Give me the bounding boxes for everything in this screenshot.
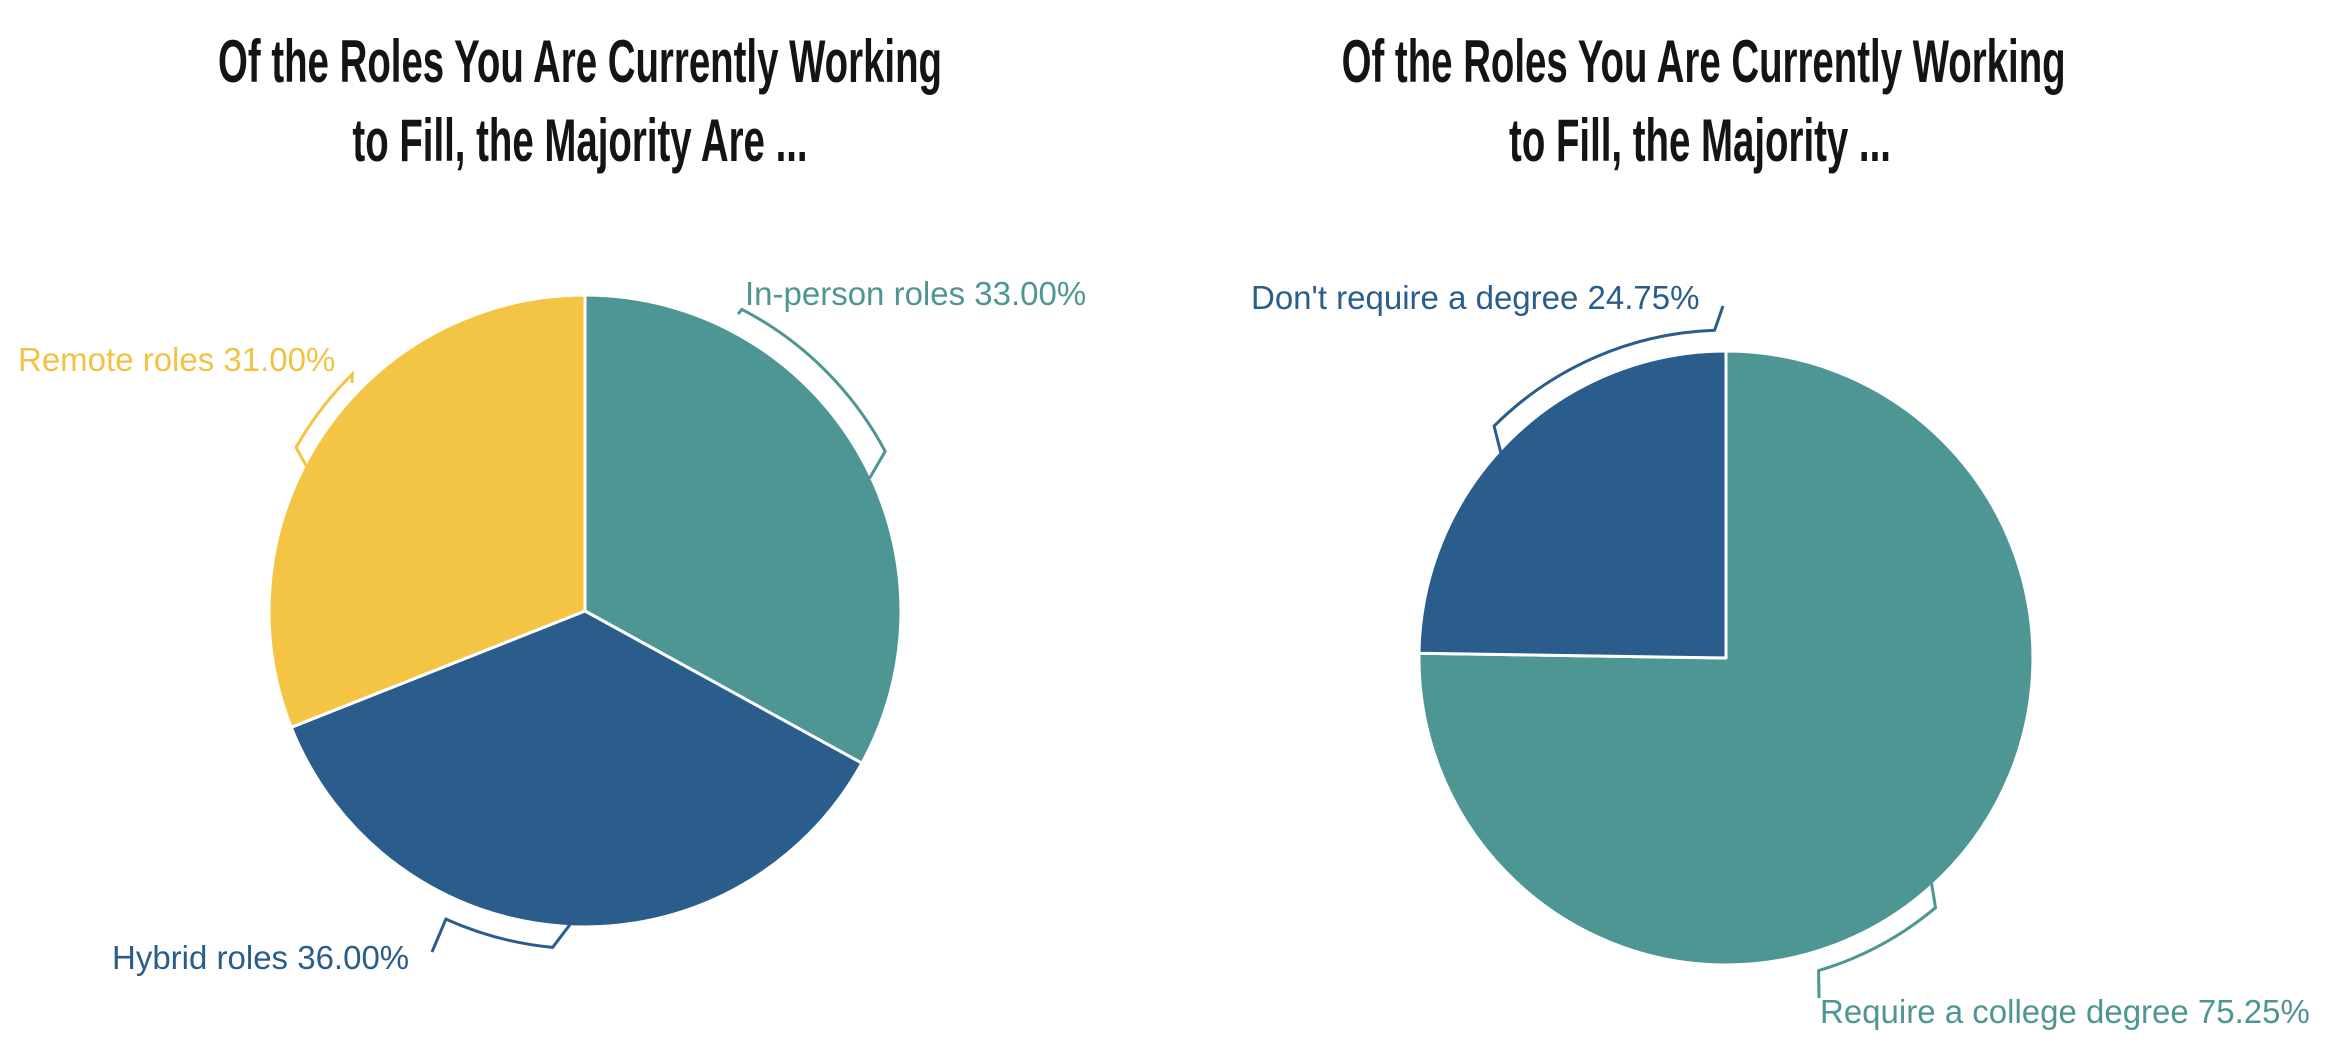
pie-slice-hybrid-roles [289,609,864,929]
pie-slice-remote-roles [267,293,587,729]
right-chart-title-line1: Of the Roles You Are Currently Working [1341,28,2066,95]
right-chart-title: Of the Roles You Are Currently Working t… [1341,22,2066,180]
pie-group-1 [1417,305,2035,999]
callout-bracket [736,307,887,480]
pie-slice-don-t-require-a-degree [1417,349,1728,660]
slice-label-dont-require-degree: Don't require a degree 24.75% [1251,279,1700,316]
pie-slice-in-person-roles [583,293,903,765]
right-chart-title-line2: to Fill, the Majority ... [1509,107,1891,174]
pie-group-0 [267,293,903,953]
left-chart-title: Of the Roles You Are Currently Working t… [209,22,951,180]
left-chart-title-line2: to Fill, the Majority Are ... [352,107,808,174]
callout-bracket [430,917,573,953]
slice-label-in-person-roles: In-person roles 33.00% [745,275,1087,312]
slice-label-require-college-degree: Require a college degree 75.25% [1820,993,2310,1030]
callout-bracket [1817,877,1938,999]
pie-slice-require-a-college-degree [1417,349,2035,967]
callout-bracket [294,370,354,476]
callout-bracket [1492,305,1725,457]
slice-label-remote-roles: Remote roles 31.00% [18,341,336,378]
slice-label-hybrid-roles: Hybrid roles 36.00% [112,939,410,976]
left-chart-title-line1: Of the Roles You Are Currently Working [217,28,943,95]
